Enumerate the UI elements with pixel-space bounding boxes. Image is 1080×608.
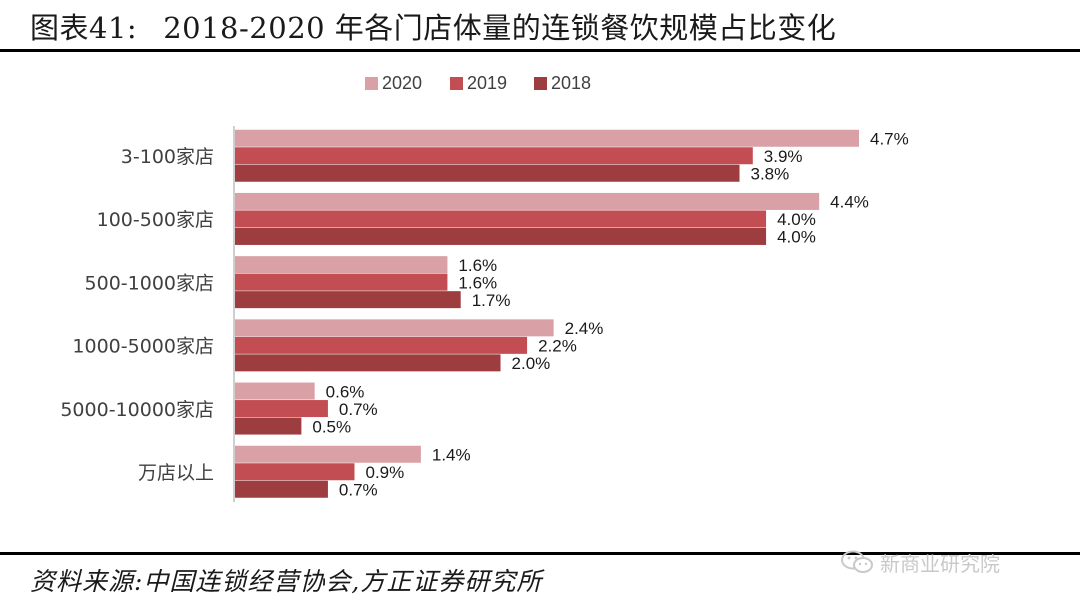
bar-2018 bbox=[235, 164, 740, 182]
watermark-text: 新商业研究院 bbox=[880, 551, 1000, 576]
category-label: 万店以上 bbox=[138, 462, 214, 484]
data-label-2018: 0.5% bbox=[312, 417, 351, 436]
bar-2019 bbox=[235, 273, 448, 291]
bar-2020 bbox=[235, 256, 448, 274]
data-label-2019: 2.2% bbox=[538, 337, 577, 356]
legend-swatch-2018 bbox=[534, 77, 547, 90]
source-note: 资料来源:中国连锁经营协会,方正证券研究所 bbox=[30, 567, 543, 596]
category-label: 500-1000家店 bbox=[85, 272, 214, 294]
data-label-2018: 4.0% bbox=[777, 228, 816, 247]
category-label: 100-500家店 bbox=[97, 209, 214, 231]
legend-label-2020: 2020 bbox=[382, 73, 422, 93]
data-label-2020: 4.4% bbox=[830, 193, 869, 212]
chart-title-row: 图表41: 2018-2020 年各门店体量的连锁餐饮规模占比变化 bbox=[30, 6, 836, 46]
bar-2019 bbox=[235, 463, 355, 481]
bar-2018 bbox=[235, 480, 328, 498]
data-label-2019: 3.9% bbox=[764, 147, 803, 166]
figure-number: 图表41: bbox=[30, 11, 138, 45]
bar-2018 bbox=[235, 354, 501, 372]
data-label-2020: 0.6% bbox=[326, 382, 365, 401]
legend-swatch-2020 bbox=[365, 77, 378, 90]
bar-2019 bbox=[235, 400, 328, 418]
category-label: 3-100家店 bbox=[121, 146, 214, 168]
bar-2020 bbox=[235, 319, 554, 337]
data-label-2019: 0.7% bbox=[339, 400, 378, 419]
bar-2019 bbox=[235, 336, 528, 354]
bar-2018 bbox=[235, 417, 302, 435]
bar-2020 bbox=[235, 192, 820, 210]
data-label-2019: 1.6% bbox=[458, 273, 497, 292]
category-label: 1000-5000家店 bbox=[72, 336, 214, 358]
legend-label-2018: 2018 bbox=[551, 73, 591, 93]
data-label-2020: 1.4% bbox=[432, 446, 471, 465]
data-label-2018: 0.7% bbox=[339, 481, 378, 500]
bar-2019 bbox=[235, 210, 767, 228]
legend-swatch-2019 bbox=[450, 77, 463, 90]
category-label: 5000-10000家店 bbox=[60, 399, 214, 421]
data-label-2019: 0.9% bbox=[365, 463, 404, 482]
data-label-2020: 1.6% bbox=[458, 256, 497, 275]
data-label-2018: 1.7% bbox=[472, 291, 511, 310]
bar-2020 bbox=[235, 382, 315, 400]
bar-2020 bbox=[235, 445, 421, 463]
watermark: 新商业研究院 bbox=[840, 545, 1000, 579]
wechat-icon bbox=[841, 550, 873, 573]
data-label-2020: 4.7% bbox=[870, 130, 909, 149]
source-rule bbox=[0, 552, 1080, 555]
data-label-2019: 4.0% bbox=[777, 210, 816, 229]
bar-chart: 2020 2019 2018 3-100家店 4.7% 3.9%3.8% 100-500家店… bbox=[60, 73, 909, 502]
bar-2020 bbox=[235, 129, 859, 147]
bar-2018 bbox=[235, 227, 767, 245]
data-label-2020: 2.4% bbox=[565, 319, 604, 338]
bar-2018 bbox=[235, 291, 461, 309]
title-rule bbox=[0, 49, 1080, 52]
legend-label-2019: 2019 bbox=[467, 73, 507, 93]
data-label-2018: 3.8% bbox=[751, 165, 790, 184]
data-label-2018: 2.0% bbox=[512, 354, 551, 373]
bar-2019 bbox=[235, 147, 753, 165]
chart-title: 2018-2020 年各门店体量的连锁餐饮规模占比变化 bbox=[163, 11, 837, 45]
